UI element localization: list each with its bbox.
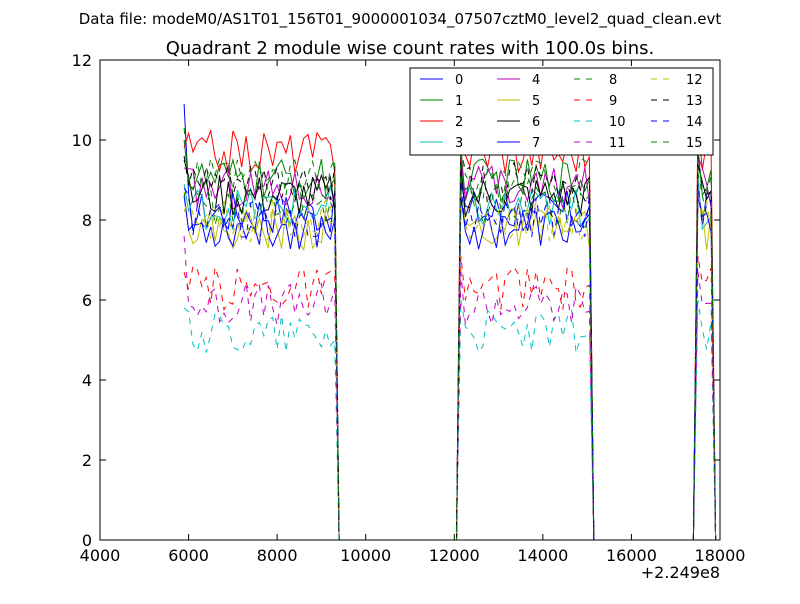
legend-label: 15 — [686, 136, 703, 151]
legend-box — [409, 67, 714, 156]
series-lines-group — [183, 103, 717, 541]
x-tick-label: 18000 — [695, 546, 746, 565]
x-tick-label: 4000 — [80, 546, 121, 565]
ticks-group: 4000 6000 8000 10000 12000 14000 16000 18000 0 2 4… — [72, 51, 746, 565]
y-tick-label: 8 — [82, 211, 92, 230]
legend-label: 4 — [532, 73, 540, 88]
legend-label: 3 — [455, 136, 463, 151]
chart-title: Quadrant 2 module wise count rates with … — [166, 38, 655, 59]
legend-label: 0 — [455, 73, 463, 88]
x-tick-label: 8000 — [257, 546, 298, 565]
x-tick-label: 14000 — [517, 546, 568, 565]
y-tick-label: 12 — [72, 51, 92, 70]
legend-label: 5 — [532, 94, 540, 109]
y-tick-label: 6 — [82, 291, 92, 310]
plot-frame — [99, 59, 721, 541]
legend-label: 6 — [532, 115, 540, 130]
y-tick-label: 0 — [82, 531, 92, 550]
x-offset-label: +2.249e8 — [641, 563, 720, 582]
series-line-12 — [183, 187, 717, 541]
series-line-11 — [183, 235, 717, 541]
y-tick-label: 4 — [82, 371, 92, 390]
y-tick-label: 2 — [82, 451, 92, 470]
y-tick-label: 10 — [72, 131, 92, 150]
x-tick-label: 16000 — [606, 546, 657, 565]
legend-label: 12 — [686, 73, 703, 88]
legend-label: 7 — [532, 136, 540, 151]
x-tick-label: 6000 — [168, 546, 209, 565]
legend-label: 14 — [686, 115, 703, 130]
legend-label: 11 — [609, 136, 626, 151]
legend-label: 9 — [609, 94, 617, 109]
series-line-10 — [183, 299, 717, 541]
legend-label: 10 — [609, 115, 626, 130]
legend-label: 1 — [455, 94, 463, 109]
legend-label: 8 — [609, 73, 617, 88]
x-tick-label: 12000 — [429, 546, 480, 565]
legend-label: 13 — [686, 94, 703, 109]
x-tick-label: 10000 — [340, 546, 391, 565]
figure-suptitle: Data file: modeM0/AS1T01_156T01_90000010… — [79, 10, 722, 29]
legend-label: 2 — [455, 115, 463, 130]
